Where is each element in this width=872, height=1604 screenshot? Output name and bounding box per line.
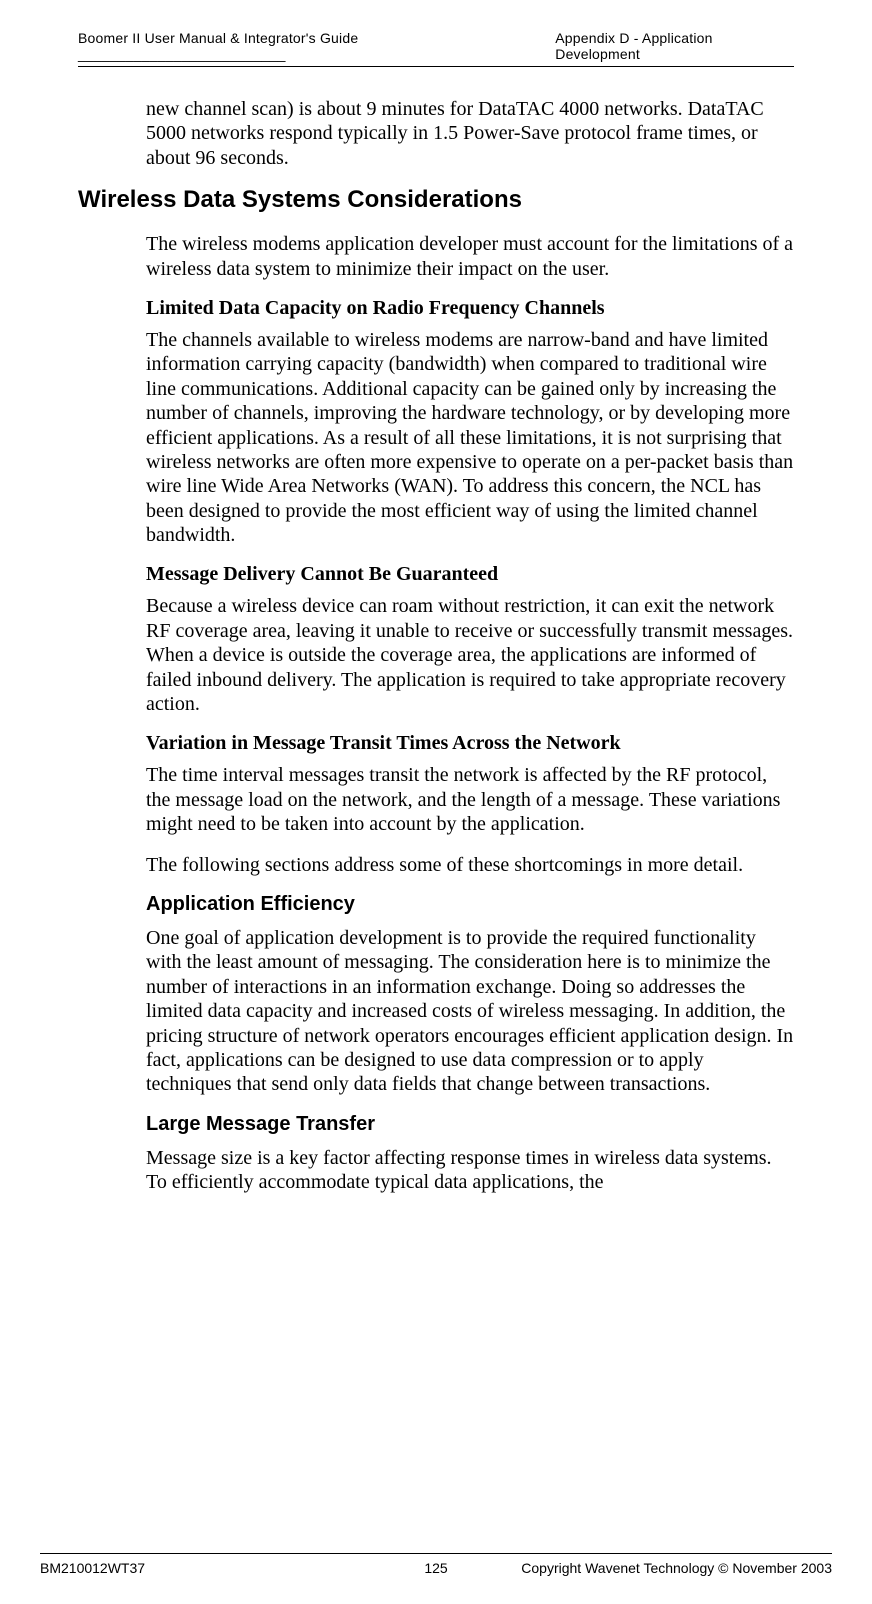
paragraph: Message size is a key factor affecting r…: [146, 1146, 794, 1195]
paragraph: One goal of application development is t…: [146, 926, 794, 1097]
intro-paragraph: new channel scan) is about 9 minutes for…: [146, 97, 794, 170]
subsection-heading-sans: Large Message Transfer: [146, 1113, 794, 1136]
header-rule: [78, 66, 794, 67]
paragraph: The wireless modems application develope…: [146, 232, 794, 281]
paragraph: The time interval messages transit the n…: [146, 763, 794, 836]
footer-left: BM210012WT37: [40, 1560, 145, 1576]
paragraph: Because a wireless device can roam witho…: [146, 594, 794, 716]
header-left: Boomer II User Manual & Integrator's Gui…: [78, 30, 555, 62]
page-footer: BM210012WT37 125 Copyright Wavenet Techn…: [40, 1553, 832, 1576]
section-body: The wireless modems application develope…: [146, 232, 794, 1194]
subsection-heading: Variation in Message Transit Times Acros…: [146, 732, 794, 755]
footer-rule: [40, 1553, 832, 1554]
paragraph: The channels available to wireless modem…: [146, 328, 794, 548]
section-heading: Wireless Data Systems Considerations: [78, 186, 794, 214]
header-right: Appendix D - Application Development: [555, 30, 794, 62]
paragraph: The following sections address some of t…: [146, 853, 794, 877]
body-content: new channel scan) is about 9 minutes for…: [146, 97, 794, 170]
subsection-heading: Message Delivery Cannot Be Guaranteed: [146, 563, 794, 586]
footer-page-number: 125: [424, 1560, 447, 1576]
page: Boomer II User Manual & Integrator's Gui…: [0, 0, 872, 1604]
subsection-heading: Limited Data Capacity on Radio Frequency…: [146, 297, 794, 320]
page-header: Boomer II User Manual & Integrator's Gui…: [78, 30, 794, 66]
footer-line: BM210012WT37 125 Copyright Wavenet Techn…: [40, 1560, 832, 1576]
subsection-heading-sans: Application Efficiency: [146, 893, 794, 916]
footer-right: Copyright Wavenet Technology © November …: [521, 1560, 832, 1576]
